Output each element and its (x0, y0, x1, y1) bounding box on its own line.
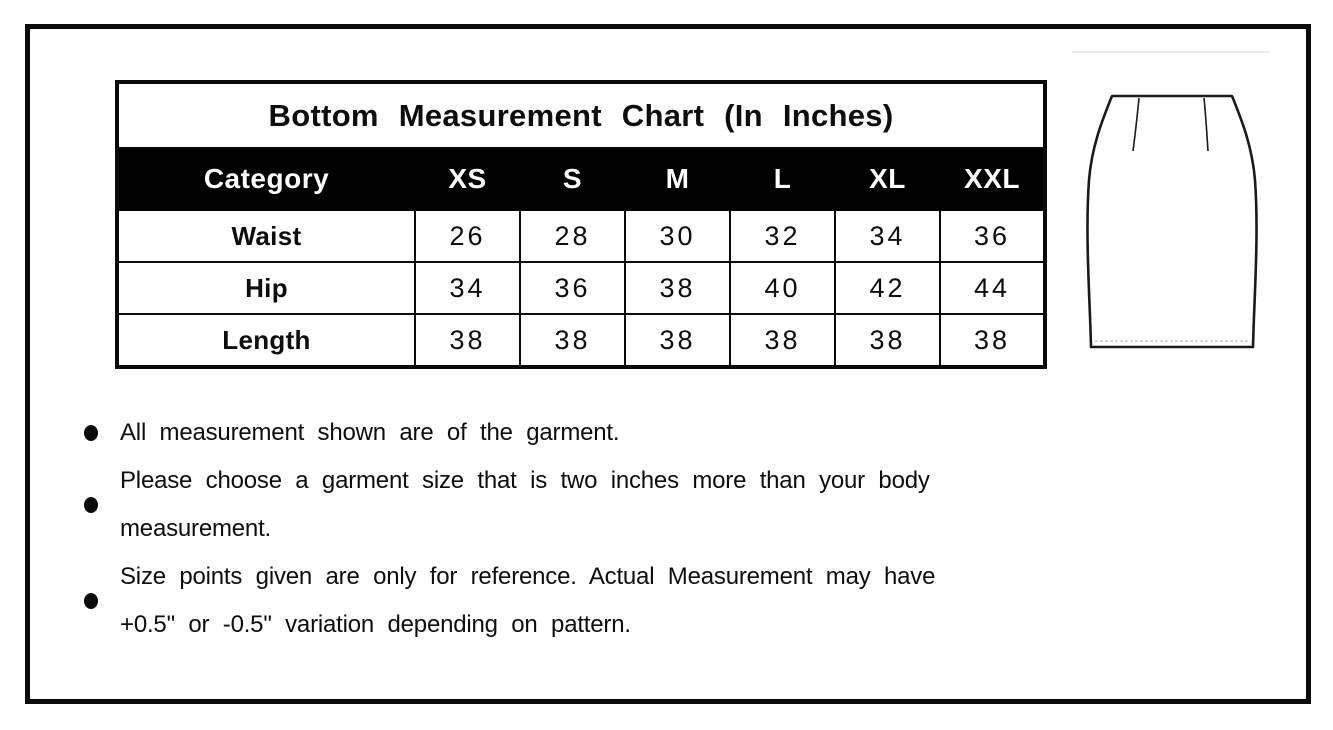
bullet-icon (84, 593, 98, 609)
measurement-value: 36 (519, 261, 626, 315)
measurement-value: 28 (519, 209, 626, 263)
measurement-value: 38 (729, 313, 836, 368)
measurement-value: 30 (624, 209, 731, 263)
measurement-value: 32 (729, 209, 836, 263)
column-header-s: S (519, 147, 626, 211)
note-item: All measurement shown are of the garment… (84, 409, 1064, 457)
column-header-m: M (624, 147, 731, 211)
row-label-waist: Waist (116, 209, 416, 263)
measurement-value: 26 (414, 209, 521, 263)
bullet-col (84, 593, 120, 609)
measurement-value: 38 (624, 261, 731, 315)
measurement-value: 38 (939, 313, 1046, 368)
note-line: Size points given are only for reference… (120, 563, 936, 590)
measurement-value: 38 (414, 313, 521, 368)
measurement-value: 38 (624, 313, 731, 368)
notes-list: All measurement shown are of the garment… (84, 409, 1064, 649)
note-line: measurement. (120, 515, 271, 542)
skirt-line-drawing (1072, 51, 1269, 349)
measurement-value: 40 (729, 261, 836, 315)
bullet-icon (84, 425, 98, 441)
measurement-value: 38 (834, 313, 941, 368)
bullet-col (84, 497, 120, 513)
note-line: All measurement shown are of the garment… (120, 419, 620, 446)
measurement-value: 44 (939, 261, 1046, 315)
note-line: Please choose a garment size that is two… (120, 467, 930, 494)
measurement-value: 42 (834, 261, 941, 315)
table-title-row: Bottom Measurement Chart (In Inches) (116, 81, 1046, 149)
column-header-xs: XS (414, 147, 521, 211)
measurement-value: 34 (414, 261, 521, 315)
table-title: Bottom Measurement Chart (In Inches) (116, 81, 1046, 149)
measurement-value: 34 (834, 209, 941, 263)
column-header-l: L (729, 147, 836, 211)
column-header-xl: XL (834, 147, 941, 211)
measurement-value: 38 (519, 313, 626, 368)
table-row-hip: Hip 34 36 38 40 42 44 (116, 261, 1046, 315)
row-label-hip: Hip (116, 261, 416, 315)
note-item: Size points given are only for reference… (84, 553, 1064, 649)
size-chart-table: Bottom Measurement Chart (In Inches) Cat… (115, 80, 1047, 369)
note-item: Please choose a garment size that is two… (84, 457, 1064, 553)
column-header-xxl: XXL (939, 147, 1046, 211)
table-row-length: Length 38 38 38 38 38 38 (116, 313, 1046, 368)
note-line: +0.5" or -0.5" variation depending on pa… (120, 611, 631, 638)
measurement-value: 36 (939, 209, 1046, 263)
column-header-category: Category (116, 147, 416, 211)
bullet-col (84, 425, 120, 441)
table-header-row: Category XS S M L XL XXL (116, 147, 1046, 211)
bullet-icon (84, 497, 98, 513)
row-label-length: Length (116, 313, 416, 368)
table-row-waist: Waist 26 28 30 32 34 36 (116, 209, 1046, 263)
